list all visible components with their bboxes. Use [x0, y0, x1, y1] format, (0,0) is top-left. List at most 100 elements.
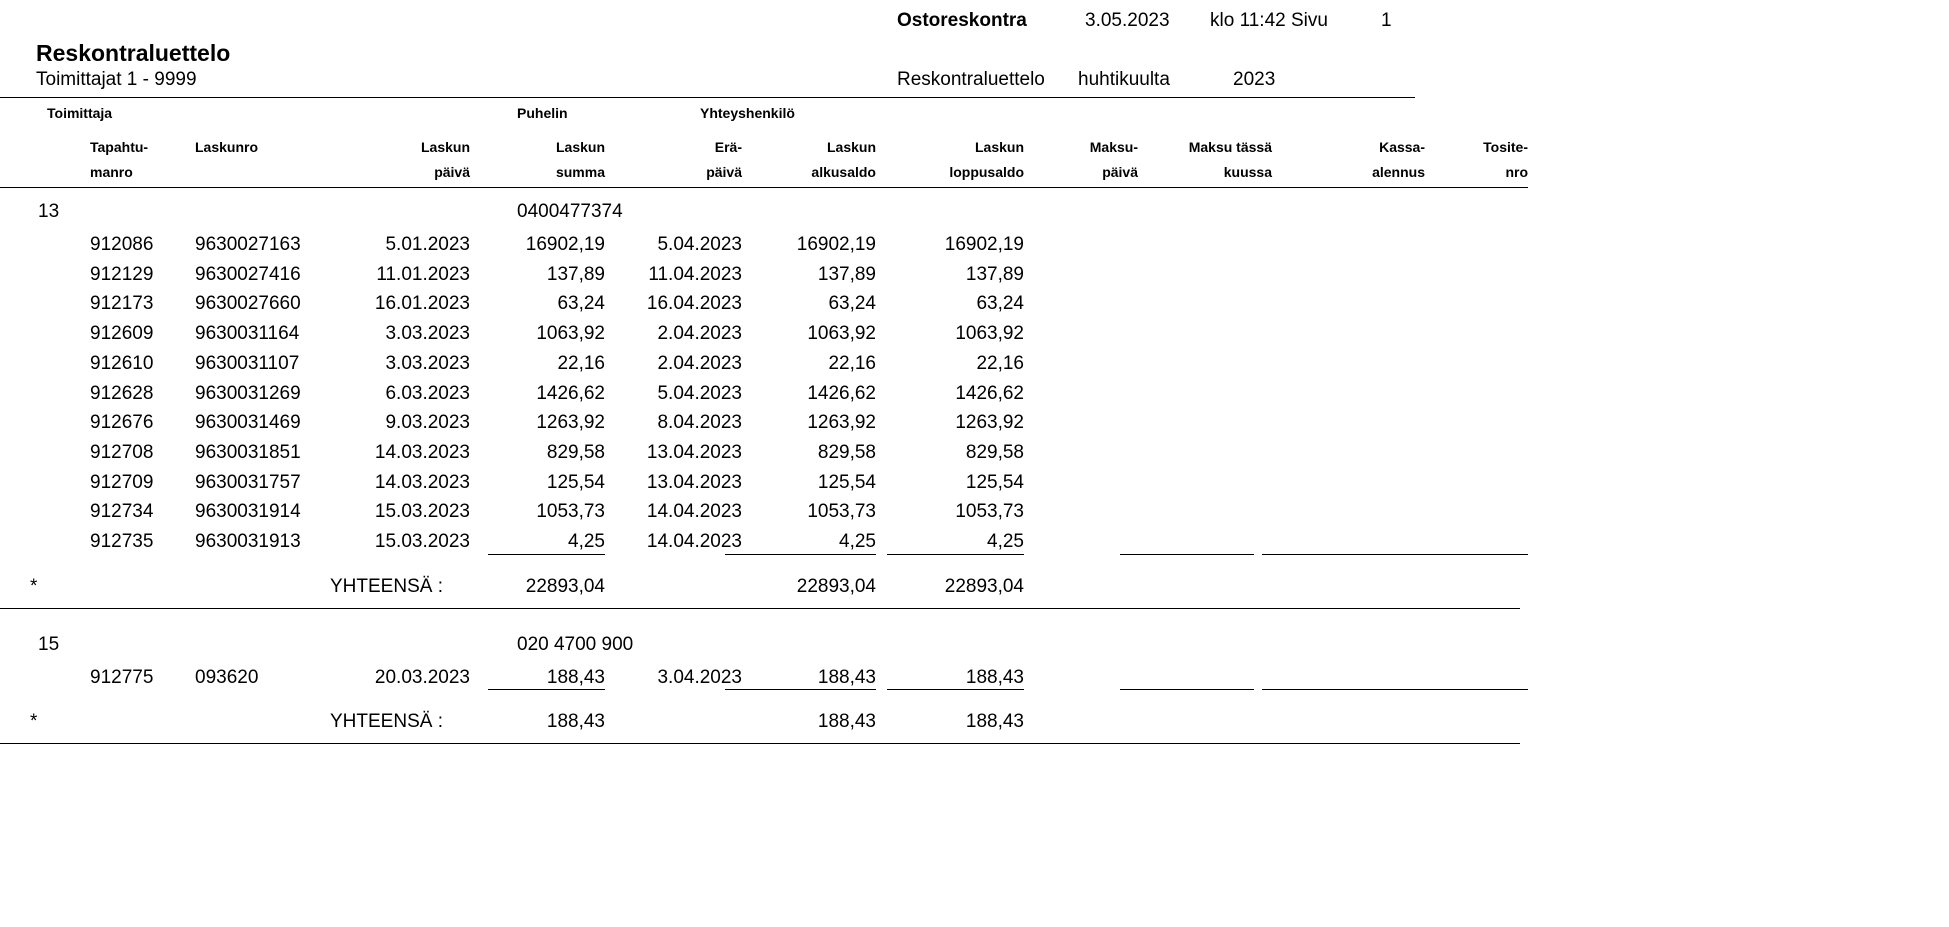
- cell-c2: 9630031757: [195, 471, 301, 493]
- subtotal-line: [887, 689, 1024, 691]
- supplier-phone: 020 4700 900: [517, 633, 634, 655]
- header-c11-line1: Tosite-: [1483, 139, 1528, 155]
- cell-c6: 63,24: [828, 293, 876, 315]
- cell-c2: 9630027416: [195, 263, 301, 285]
- header-c8-line2: päivä: [1102, 164, 1138, 180]
- header-c11-line2: nro: [1505, 164, 1528, 180]
- cell-c1: 912709: [90, 471, 154, 493]
- total-start-balance: 22893,04: [796, 575, 876, 597]
- header-c9-line2: kuussa: [1223, 164, 1272, 180]
- cell-c6: 1263,92: [807, 412, 876, 434]
- subtotal-line: [887, 553, 1024, 555]
- cell-c6: 829,58: [817, 441, 876, 463]
- cell-c3: 14.03.2023: [374, 441, 470, 463]
- cell-c6: 188,43: [817, 666, 876, 688]
- cell-c6: 1426,62: [807, 382, 876, 404]
- header-c7-line1: Laskun: [974, 139, 1024, 155]
- cell-c5: 8.04.2023: [657, 412, 742, 434]
- cell-c3: 15.03.2023: [374, 531, 470, 552]
- cell-c1: 912628: [90, 382, 154, 404]
- cell-c5: 5.04.2023: [657, 234, 742, 255]
- cell-c7: 63,24: [976, 293, 1024, 315]
- cell-c1: 912609: [90, 323, 154, 345]
- cell-c7: 1053,73: [955, 501, 1024, 523]
- cell-c2: 9630031914: [195, 501, 301, 523]
- cell-c7: 22,16: [976, 352, 1024, 374]
- cell-c1: 912734: [90, 501, 154, 523]
- header-c3-line2: päivä: [434, 164, 470, 180]
- cell-c3: 6.03.2023: [385, 382, 470, 404]
- group-separator: [0, 743, 1520, 745]
- cell-c1: 912129: [90, 263, 154, 285]
- header-supplier: Toimittaja: [47, 105, 113, 121]
- cell-c4: 16902,19: [525, 234, 605, 255]
- header-c5-line1: Erä-: [714, 139, 742, 155]
- report-title: Reskontraluettelo: [36, 40, 231, 66]
- cell-c3: 20.03.2023: [374, 666, 470, 688]
- cell-c1: 912610: [90, 352, 154, 374]
- cell-c1: 912086: [90, 234, 154, 255]
- cell-c4: 188,43: [546, 666, 605, 688]
- period: huhtikuulta: [1078, 69, 1170, 90]
- cell-c2: 9630031469: [195, 412, 301, 434]
- supplier-number: 15: [38, 633, 60, 655]
- header-contact: Yhteyshenkilö: [700, 105, 795, 121]
- header-c5-line2: päivä: [706, 164, 742, 180]
- header-c3-line1: Laskun: [420, 139, 470, 155]
- header-phone: Puhelin: [517, 105, 568, 121]
- cell-c7: 125,54: [965, 471, 1024, 493]
- header-c4-line1: Laskun: [555, 139, 605, 155]
- cell-c3: 3.03.2023: [385, 352, 470, 374]
- print-date: 3.05.2023: [1085, 10, 1170, 31]
- cell-c3: 3.03.2023: [385, 323, 470, 345]
- cell-c1: 912708: [90, 441, 154, 463]
- cell-c2: 9630031851: [195, 441, 301, 463]
- cell-c4: 1053,73: [536, 501, 605, 523]
- divider: [0, 187, 1528, 188]
- total-start-balance: 188,43: [817, 711, 876, 733]
- report-name: Reskontraluettelo: [897, 70, 1045, 89]
- cell-c4: 1263,92: [536, 412, 605, 434]
- cell-c5: 11.04.2023: [648, 263, 742, 285]
- cell-c2: 093620: [195, 666, 259, 688]
- cell-c7: 4,25: [987, 531, 1024, 552]
- header-c4-line2: summa: [555, 164, 605, 180]
- subtotal-line: [1262, 553, 1528, 555]
- cell-c3: 15.03.2023: [374, 501, 470, 523]
- cell-c5: 5.04.2023: [657, 382, 742, 404]
- cell-c5: 13.04.2023: [646, 441, 742, 463]
- cell-c5: 16.04.2023: [646, 293, 742, 315]
- cell-c4: 125,54: [546, 471, 605, 493]
- cell-c7: 829,58: [965, 441, 1024, 463]
- cell-c6: 22,16: [828, 352, 876, 374]
- supplier-number: 13: [38, 201, 60, 222]
- total-end-balance: 188,43: [965, 711, 1024, 733]
- cell-c4: 22,16: [557, 352, 605, 374]
- subtotal-line: [488, 689, 605, 691]
- header-c1-line1: Tapahtu-: [90, 139, 149, 155]
- cell-c3: 14.03.2023: [374, 471, 470, 493]
- cell-c6: 4,25: [839, 531, 876, 552]
- cell-c2: 9630027163: [195, 234, 301, 255]
- cell-c1: 912676: [90, 412, 154, 434]
- cell-c7: 137,89: [965, 263, 1024, 285]
- cell-c3: 9.03.2023: [385, 412, 470, 434]
- cell-c7: 1263,92: [955, 412, 1024, 434]
- cell-c6: 125,54: [817, 471, 876, 493]
- header-c10-line1: Kassa-: [1379, 139, 1425, 155]
- subtotal-line: [1120, 689, 1254, 691]
- total-end-balance: 22893,04: [944, 575, 1024, 597]
- cell-c5: 2.04.2023: [657, 352, 742, 374]
- total-sum: 188,43: [546, 711, 605, 733]
- subtotal-line: [488, 553, 605, 555]
- divider: [0, 97, 1415, 98]
- supplier-phone: 0400477374: [517, 201, 623, 222]
- header-c6-line1: Laskun: [826, 139, 876, 155]
- header-c10-line2: alennus: [1372, 164, 1425, 180]
- header-c6-line2: alkusaldo: [811, 164, 876, 180]
- cell-c6: 1063,92: [807, 323, 876, 345]
- header-c9-line1: Maksu tässä: [1188, 139, 1272, 155]
- cell-c5: 3.04.2023: [657, 666, 742, 688]
- cell-c4: 1063,92: [536, 323, 605, 345]
- header-c2-line1: Laskunro: [195, 139, 259, 155]
